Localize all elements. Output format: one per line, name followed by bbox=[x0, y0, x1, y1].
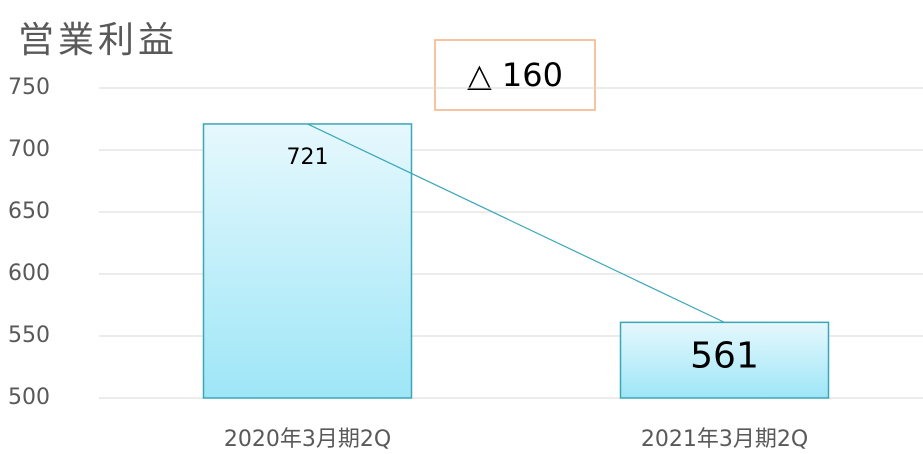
annotation-box bbox=[434, 39, 596, 111]
y-tick-label: 600 bbox=[8, 261, 50, 286]
y-tick-label: 500 bbox=[8, 385, 50, 410]
y-tick-label: 750 bbox=[8, 75, 50, 100]
bar bbox=[619, 321, 830, 399]
bar bbox=[202, 123, 413, 399]
y-tick-label: 550 bbox=[8, 323, 50, 348]
connector-line bbox=[307, 123, 725, 323]
x-tick-label: 2020年3月期2Q bbox=[224, 427, 391, 452]
x-tick-label: 2021年3月期2Q bbox=[641, 427, 808, 452]
data-label: 721 bbox=[287, 145, 329, 170]
y-tick-label: 650 bbox=[8, 199, 50, 224]
chart-title: 営業利益 bbox=[18, 20, 178, 61]
y-tick-label: 700 bbox=[8, 137, 50, 162]
data-label: 561 bbox=[690, 335, 759, 376]
